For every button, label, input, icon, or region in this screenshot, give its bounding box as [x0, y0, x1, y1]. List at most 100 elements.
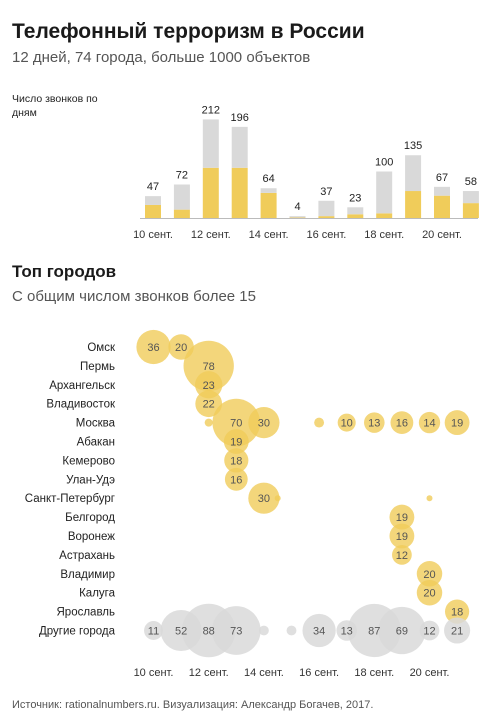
bubble — [258, 625, 269, 636]
bubble — [392, 545, 412, 565]
bubble — [144, 621, 163, 640]
bubble — [224, 467, 248, 491]
bar-other-5 — [289, 216, 306, 218]
bubble-value-label: 10 — [341, 418, 353, 430]
bubble — [248, 482, 280, 514]
bar-total-label: 196 — [231, 112, 249, 124]
bubble — [390, 411, 414, 434]
bar-other-8 — [376, 171, 393, 214]
bubble — [418, 411, 441, 434]
bar-total-label: 135 — [404, 140, 422, 152]
city-label: Астрахань — [59, 550, 115, 562]
bubble-value-label: 11 — [148, 626, 159, 638]
bubble-value-label: 19 — [396, 512, 408, 524]
bar-total-label: 23 — [349, 192, 361, 204]
bubble — [444, 410, 470, 436]
bubble-x-tick: 16 сент. — [299, 667, 339, 679]
city-label: Кемерово — [62, 455, 115, 467]
bubble-value-label: 88 — [203, 626, 215, 638]
bubble — [416, 579, 443, 606]
y-axis-label: Число звонков по — [12, 93, 98, 105]
bar-other-4 — [260, 188, 277, 193]
bubble — [302, 613, 336, 648]
bubble — [364, 412, 385, 433]
y-axis-label-line2: дням — [12, 107, 37, 119]
bubble-x-tick: 12 сент. — [189, 667, 229, 679]
bar-total-label: 47 — [147, 181, 159, 193]
bubble — [195, 390, 223, 418]
bubble — [223, 429, 249, 454]
bubble — [195, 371, 223, 399]
bar-total-label: 212 — [202, 104, 220, 116]
bubble-value-label: 78 — [203, 361, 215, 373]
bar-x-tick: 12 сент. — [191, 229, 231, 241]
bubble-value-label: 14 — [423, 418, 435, 430]
city-label: Другие города — [39, 626, 116, 638]
bubble-value-label: 18 — [451, 607, 463, 619]
bubble-value-label: 23 — [203, 380, 215, 392]
bar-total-label: 100 — [375, 157, 393, 169]
chart-title: Телефонный терроризм в России — [12, 20, 365, 43]
bar-total-label: 67 — [436, 172, 448, 184]
bubble — [274, 495, 281, 502]
bubble — [445, 599, 470, 624]
bubble-value-label: 12 — [423, 626, 435, 638]
bubble-value-label: 30 — [258, 418, 270, 430]
bubble — [314, 417, 325, 428]
bubble-value-label: 20 — [175, 342, 187, 354]
bar-top-cities-3 — [231, 167, 248, 218]
city-label: Ярославль — [57, 607, 116, 619]
bar-other-11 — [462, 191, 479, 204]
bar-other-7 — [347, 207, 364, 215]
bar-top-cities-1 — [173, 209, 190, 218]
bubble-value-label: 69 — [396, 626, 408, 638]
bubble-value-label: 87 — [368, 626, 380, 638]
bubble — [416, 561, 443, 587]
bubble-value-label: 16 — [230, 474, 242, 486]
bubble — [444, 617, 471, 644]
bubble-value-label: 13 — [368, 418, 380, 430]
bubble-value-label: 30 — [258, 493, 270, 505]
bubble-value-label: 16 — [396, 418, 408, 430]
bubble — [426, 495, 433, 502]
bubble-value-label: 52 — [175, 626, 187, 638]
bubble-value-label: 12 — [396, 550, 408, 562]
city-label: Архангельск — [49, 380, 116, 392]
bubble-value-label: 20 — [423, 588, 435, 600]
bar-total-label: 4 — [294, 201, 300, 213]
bar-top-cities-8 — [376, 213, 393, 218]
bubble — [212, 398, 261, 447]
city-label: Санкт-Петербург — [25, 493, 115, 505]
bar-x-tick: 16 сент. — [306, 229, 346, 241]
city-label: Владивосток — [46, 399, 116, 411]
top-cities-subtitle: С общим числом звонков более 15 — [12, 288, 256, 305]
bubble — [248, 406, 280, 439]
bar-other-6 — [318, 200, 335, 217]
bubble-x-tick: 14 сент. — [244, 667, 284, 679]
bubble — [419, 620, 440, 641]
city-label: Белгород — [65, 512, 115, 524]
bubble-value-label: 70 — [230, 418, 242, 430]
bar-total-label: 37 — [320, 186, 332, 198]
city-label: Москва — [76, 418, 116, 430]
bubble-x-tick: 10 сент. — [134, 667, 174, 679]
bubble — [389, 523, 415, 549]
bubble — [389, 504, 415, 530]
top-cities-title: Топ городов — [12, 262, 117, 281]
bubble-value-label: 22 — [203, 399, 215, 411]
bubble-x-tick: 20 сент. — [410, 667, 450, 679]
bubble-value-label: 19 — [396, 531, 408, 543]
bar-other-2 — [202, 119, 219, 168]
bubble-value-label: 34 — [313, 626, 325, 638]
bubble — [286, 625, 297, 636]
bar-top-cities-7 — [347, 214, 364, 218]
city-label: Владимир — [60, 569, 115, 581]
bar-other-3 — [231, 126, 248, 168]
bubble-value-label: 13 — [341, 626, 353, 638]
bar-x-tick: 20 сент. — [422, 229, 462, 241]
bar-top-cities-2 — [202, 167, 219, 218]
bubble — [224, 448, 249, 473]
chart-subtitle: 12 дней, 74 города, больше 1000 объектов — [12, 49, 311, 66]
bar-top-cities-11 — [462, 203, 479, 218]
